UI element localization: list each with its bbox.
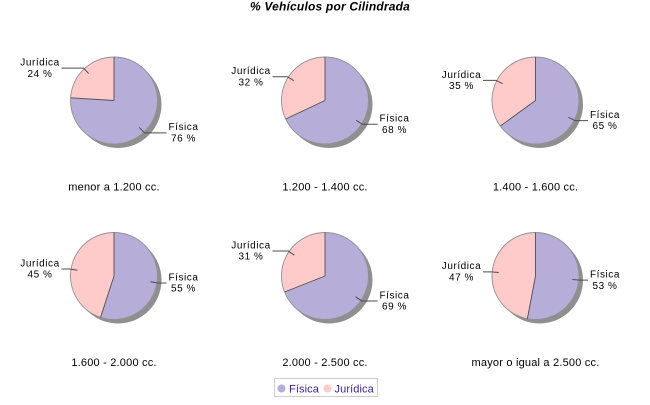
svg-text:Física: Física [289, 383, 320, 395]
svg-text:Jurídica: Jurídica [442, 70, 481, 81]
svg-text:Jurídica: Jurídica [231, 240, 270, 251]
svg-text:1.400 - 1.600 cc.: 1.400 - 1.600 cc. [493, 182, 578, 194]
svg-text:31 %: 31 % [239, 252, 264, 263]
svg-text:mayor o igual a 2.500 cc.: mayor o igual a 2.500 cc. [472, 357, 600, 369]
svg-text:Física: Física [590, 270, 620, 281]
svg-text:68 %: 68 % [382, 125, 407, 136]
svg-text:69 %: 69 % [382, 302, 407, 313]
svg-text:2.000 - 2.500 cc.: 2.000 - 2.500 cc. [282, 357, 367, 369]
svg-text:Jurídica: Jurídica [335, 383, 375, 395]
svg-text:53 %: 53 % [593, 281, 618, 292]
svg-text:32 %: 32 % [239, 77, 264, 88]
svg-text:Física: Física [169, 122, 199, 133]
svg-text:35 %: 35 % [449, 81, 474, 92]
svg-text:Física: Física [380, 114, 410, 125]
svg-text:45 %: 45 % [28, 270, 53, 281]
svg-text:1.600 - 2.000 cc.: 1.600 - 2.000 cc. [71, 357, 156, 369]
svg-text:47 %: 47 % [449, 272, 474, 283]
svg-text:menor a 1.200 cc.: menor a 1.200 cc. [68, 182, 159, 194]
svg-text:Física: Física [380, 290, 410, 301]
svg-text:65 %: 65 % [593, 121, 618, 132]
svg-text:Jurídica: Jurídica [20, 58, 59, 69]
svg-text:1.200 - 1.400 cc.: 1.200 - 1.400 cc. [282, 182, 367, 194]
svg-text:Jurídica: Jurídica [231, 66, 270, 77]
svg-text:Física: Física [590, 110, 620, 121]
svg-text:Jurídica: Jurídica [442, 261, 481, 272]
svg-text:24 %: 24 % [28, 69, 53, 80]
svg-text:Física: Física [169, 272, 199, 283]
svg-text:76 %: 76 % [171, 133, 196, 144]
svg-text:55 %: 55 % [171, 284, 196, 295]
svg-text:% Vehículos por Cilindrada: % Vehículos por Cilindrada [250, 0, 410, 14]
svg-text:Jurídica: Jurídica [20, 258, 59, 269]
